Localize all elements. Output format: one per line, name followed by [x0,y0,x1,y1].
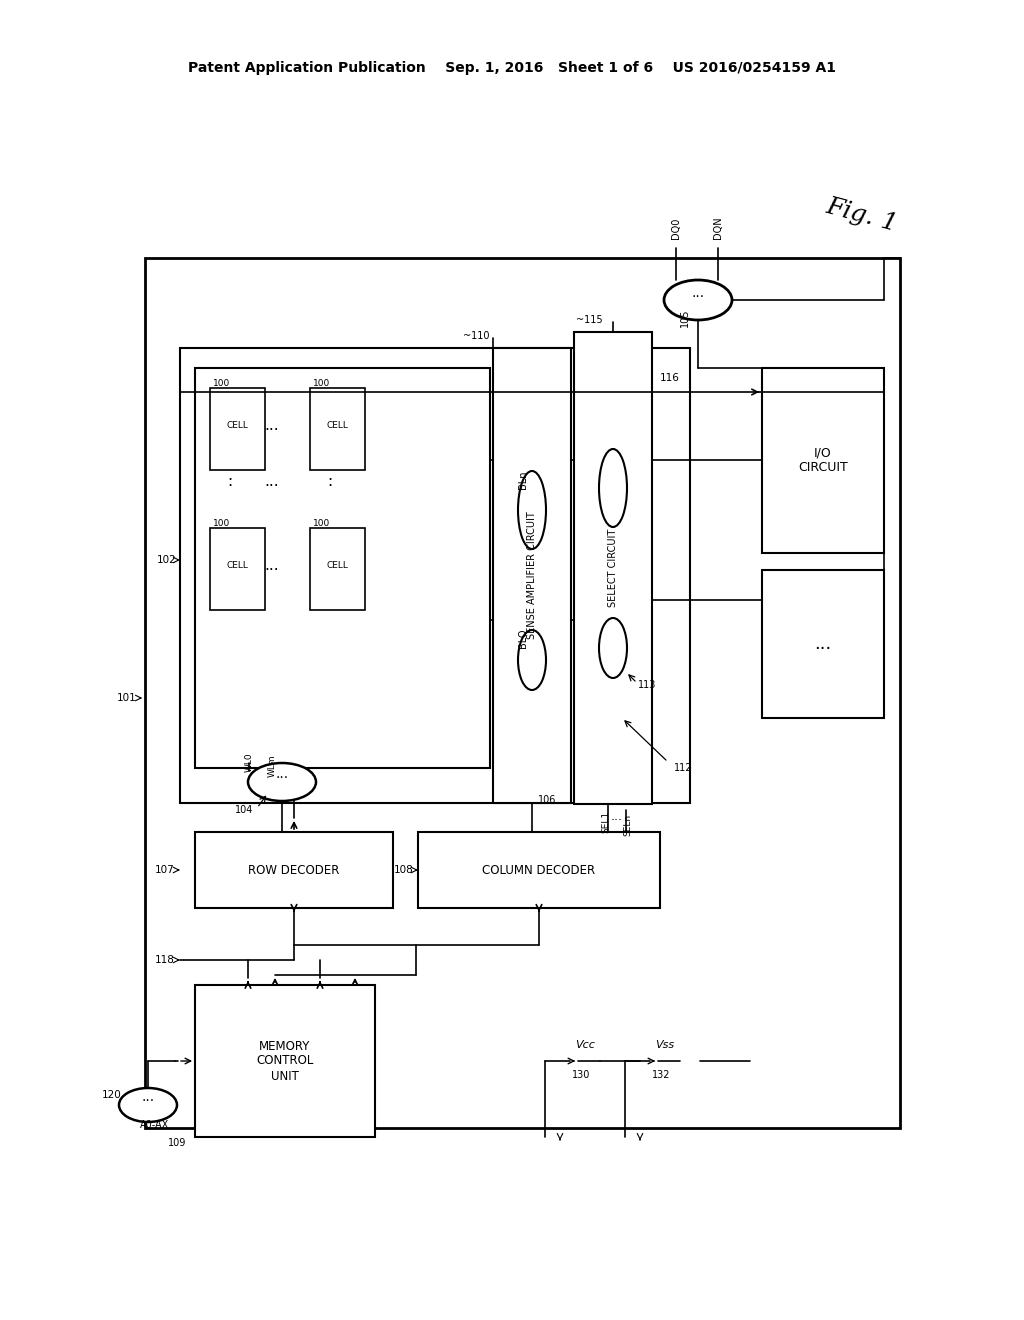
Text: Vss: Vss [655,1040,675,1049]
Bar [210,528,265,610]
Bar [210,388,265,470]
Text: I/O
CIRCUIT: I/O CIRCUIT [798,446,848,474]
Text: 102: 102 [158,554,177,565]
Text: 106: 106 [538,795,556,805]
Text: 113: 113 [638,680,656,690]
Text: SENSE AMPLIFIER CIRCUIT: SENSE AMPLIFIER CIRCUIT [527,511,537,639]
Text: ...: ... [275,767,289,781]
Text: DQN: DQN [713,216,723,239]
Text: 100: 100 [313,380,331,388]
Text: 120: 120 [102,1090,122,1100]
Text: ...: ... [264,417,280,433]
Text: ~115: ~115 [575,315,603,325]
Text: ...: ... [814,635,831,653]
Ellipse shape [664,280,732,319]
Bar [145,257,900,1129]
Text: Fig. 1: Fig. 1 [823,194,900,235]
Bar [195,368,490,768]
Text: ...: ... [611,810,623,824]
Text: 100: 100 [313,520,331,528]
Bar [493,348,571,803]
Text: CELL: CELL [226,421,248,429]
Text: 116: 116 [660,374,680,383]
Text: 100: 100 [213,520,230,528]
Bar [195,985,375,1137]
Text: WLm: WLm [267,755,276,777]
Bar [310,528,365,610]
Text: 118: 118 [155,954,175,965]
Ellipse shape [518,471,546,549]
Text: BLO: BLO [518,628,528,648]
Text: 132: 132 [652,1071,671,1080]
Text: 105: 105 [680,309,690,327]
Text: CELL: CELL [226,561,248,569]
Bar [418,832,660,908]
Bar [180,348,690,803]
Ellipse shape [599,449,627,527]
Ellipse shape [518,630,546,690]
Text: 104: 104 [234,805,253,814]
Text: DQ0: DQ0 [671,218,681,239]
Text: :: : [227,474,232,490]
Text: :: : [328,474,333,490]
Bar [195,832,393,908]
Text: MEMORY
CONTROL
UNIT: MEMORY CONTROL UNIT [256,1040,313,1082]
Text: Patent Application Publication    Sep. 1, 2016   Sheet 1 of 6    US 2016/0254159: Patent Application Publication Sep. 1, 2… [188,61,836,75]
Text: SELn: SELn [624,814,633,836]
Text: CELL: CELL [326,421,348,429]
Text: ROW DECODER: ROW DECODER [248,863,340,876]
Text: BLn: BLn [518,471,528,490]
Bar [310,388,365,470]
Text: A0-AX: A0-AX [140,1119,170,1130]
Ellipse shape [248,763,316,801]
Text: ~110: ~110 [464,331,490,341]
Text: WL0: WL0 [245,752,254,772]
Ellipse shape [599,618,627,678]
Text: COLUMN DECODER: COLUMN DECODER [482,863,596,876]
Text: ...: ... [264,557,280,573]
Bar [574,333,652,804]
Text: ...: ... [264,474,280,490]
Bar [762,368,884,553]
Bar [762,570,884,718]
Text: 108: 108 [394,865,414,875]
Text: Vcc: Vcc [575,1040,595,1049]
Text: 109: 109 [168,1138,186,1148]
Text: SEL1: SEL1 [601,810,610,833]
Text: 112: 112 [674,763,692,774]
Text: ...: ... [141,1090,155,1104]
Text: 100: 100 [213,380,230,388]
Text: CELL: CELL [326,561,348,569]
Text: SELECT CIRCUIT: SELECT CIRCUIT [608,529,618,607]
Text: 101: 101 [118,693,137,704]
Text: ...: ... [691,286,705,300]
Text: 130: 130 [572,1071,591,1080]
Ellipse shape [119,1088,177,1122]
Text: 107: 107 [156,865,175,875]
